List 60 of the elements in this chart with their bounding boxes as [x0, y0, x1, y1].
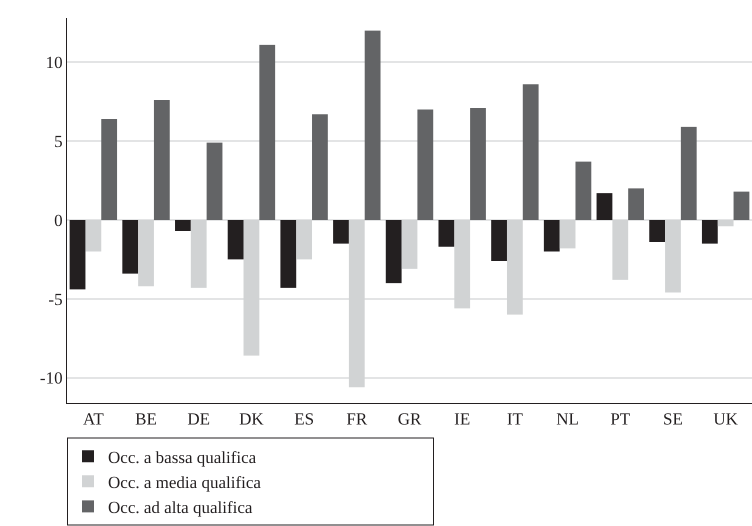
bar	[122, 220, 138, 274]
bar	[417, 110, 434, 220]
bar	[575, 162, 592, 220]
bar	[364, 30, 381, 220]
bar	[190, 220, 207, 288]
y-tick-label: -5	[48, 290, 63, 309]
x-tick-label: IE	[454, 409, 470, 428]
bar	[296, 220, 312, 260]
bar	[522, 84, 539, 220]
bar	[206, 142, 222, 220]
bar	[470, 108, 486, 220]
bar	[560, 220, 576, 248]
bar	[402, 220, 418, 269]
bar	[154, 100, 170, 220]
x-tick-label: SE	[663, 409, 683, 428]
legend-label: Occ. a media qualifica	[108, 472, 262, 492]
bar	[596, 193, 612, 220]
bar	[312, 114, 328, 220]
bar	[175, 220, 191, 232]
legend-label: Occ. ad alta qualifica	[108, 498, 253, 518]
bar	[438, 220, 454, 247]
x-tick-label: AT	[82, 409, 104, 428]
bar	[280, 220, 296, 288]
x-tick-label: PT	[610, 409, 631, 428]
bar	[628, 188, 644, 220]
bar	[70, 220, 86, 290]
bar	[85, 220, 102, 252]
x-tick-label: NL	[556, 409, 579, 428]
bar	[718, 220, 734, 226]
bar	[101, 118, 118, 220]
x-tick-label: DE	[187, 409, 210, 428]
x-tick-label: IT	[506, 409, 524, 428]
bar	[544, 220, 560, 252]
y-tick-label: -10	[40, 368, 63, 388]
bar	[228, 220, 244, 260]
bar	[506, 220, 523, 315]
bar	[612, 220, 628, 280]
bar	[454, 220, 470, 308]
x-tick-label: DK	[239, 409, 264, 428]
y-tick-label: 0	[54, 210, 63, 230]
bar	[680, 126, 697, 220]
bar	[491, 220, 507, 261]
bar	[333, 220, 349, 244]
bar	[348, 220, 365, 388]
x-tick-label: UK	[713, 409, 739, 428]
bar	[386, 220, 402, 284]
bar	[259, 44, 276, 220]
bar	[244, 220, 260, 356]
x-tick-label: BE	[135, 409, 157, 428]
x-tick-label: ES	[294, 409, 314, 428]
bar	[734, 192, 750, 220]
x-tick-label: GR	[398, 409, 422, 428]
y-tick-label: 10	[46, 53, 63, 72]
bar	[665, 220, 681, 293]
y-tick-label: 5	[54, 132, 63, 152]
legend-label: Occ. a bassa qualifica	[108, 448, 257, 467]
bar	[138, 220, 154, 286]
x-tick-label: FR	[346, 409, 368, 428]
bar	[702, 220, 718, 244]
bar	[649, 220, 666, 242]
